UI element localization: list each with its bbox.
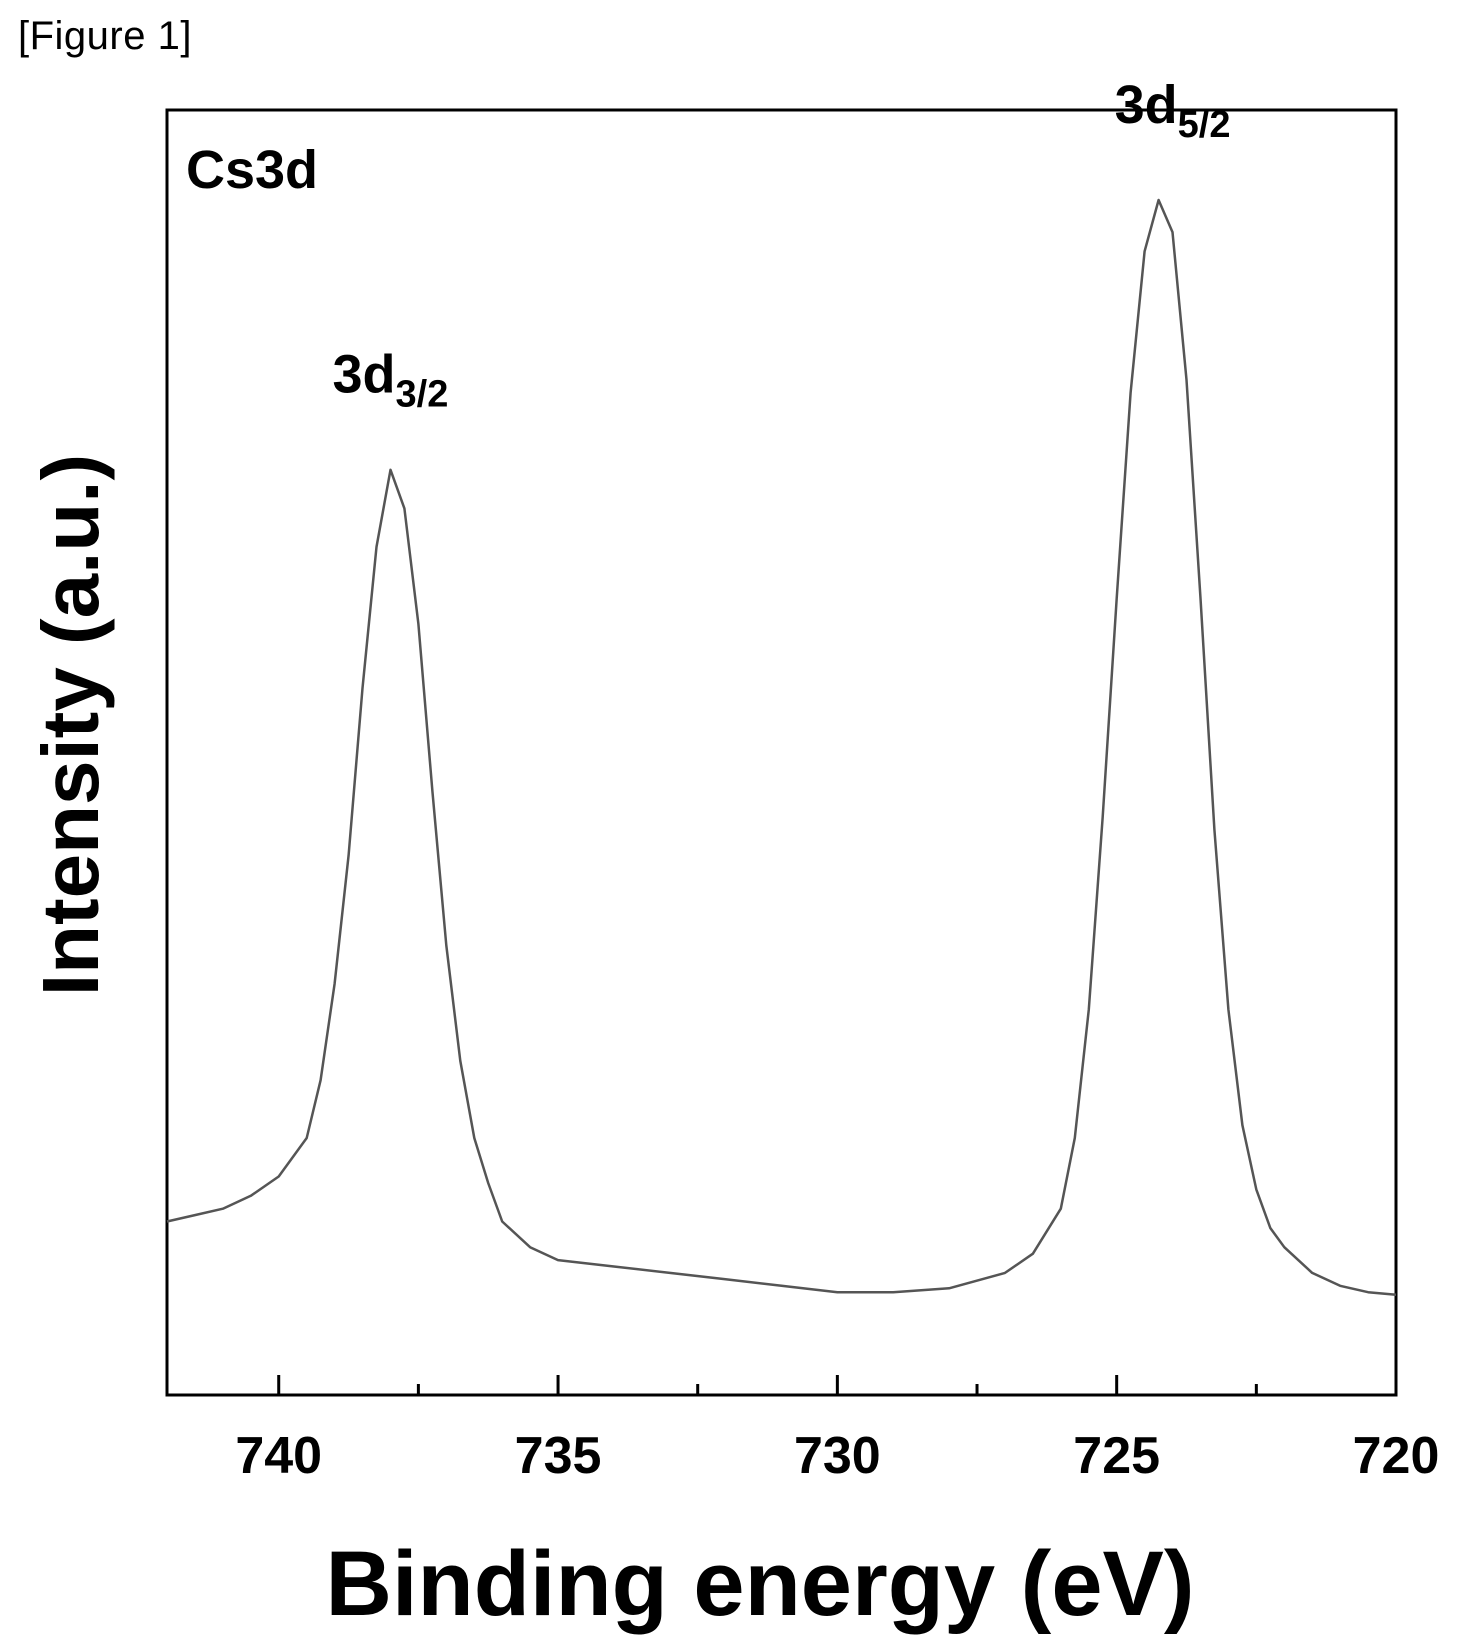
peak-annotation-main: 3d	[333, 345, 396, 405]
peak-annotation-subscript: 3/2	[396, 374, 449, 416]
peak-annotation: 3d5/2	[1115, 75, 1231, 146]
peak-annotation-subscript: 5/2	[1178, 104, 1231, 146]
y-axis-title: Intensity (a.u.)	[26, 454, 115, 996]
spectrum-line	[166, 198, 1397, 1297]
x-tick-label: 725	[1073, 1427, 1160, 1485]
panel-label: Cs3d	[186, 140, 318, 200]
series-layer	[166, 198, 1397, 1297]
text-layer: Cs3d Intensity (a.u.) Binding energy (eV…	[26, 75, 1230, 1635]
plot-frame	[165, 108, 1398, 1397]
x-axis-title: Binding energy (eV)	[326, 1533, 1195, 1635]
x-tick-label: 720	[1353, 1427, 1440, 1485]
x-tick-label: 735	[515, 1427, 602, 1485]
peak-annotation: 3d3/2	[333, 345, 449, 416]
x-tick-label: 730	[794, 1427, 881, 1485]
x-tick-label: 740	[235, 1427, 322, 1485]
peak-annotation-main: 3d	[1115, 75, 1178, 135]
figure-caption: [Figure 1]	[18, 14, 192, 58]
axes-layer: 740 735 730 725 720	[165, 108, 1440, 1485]
